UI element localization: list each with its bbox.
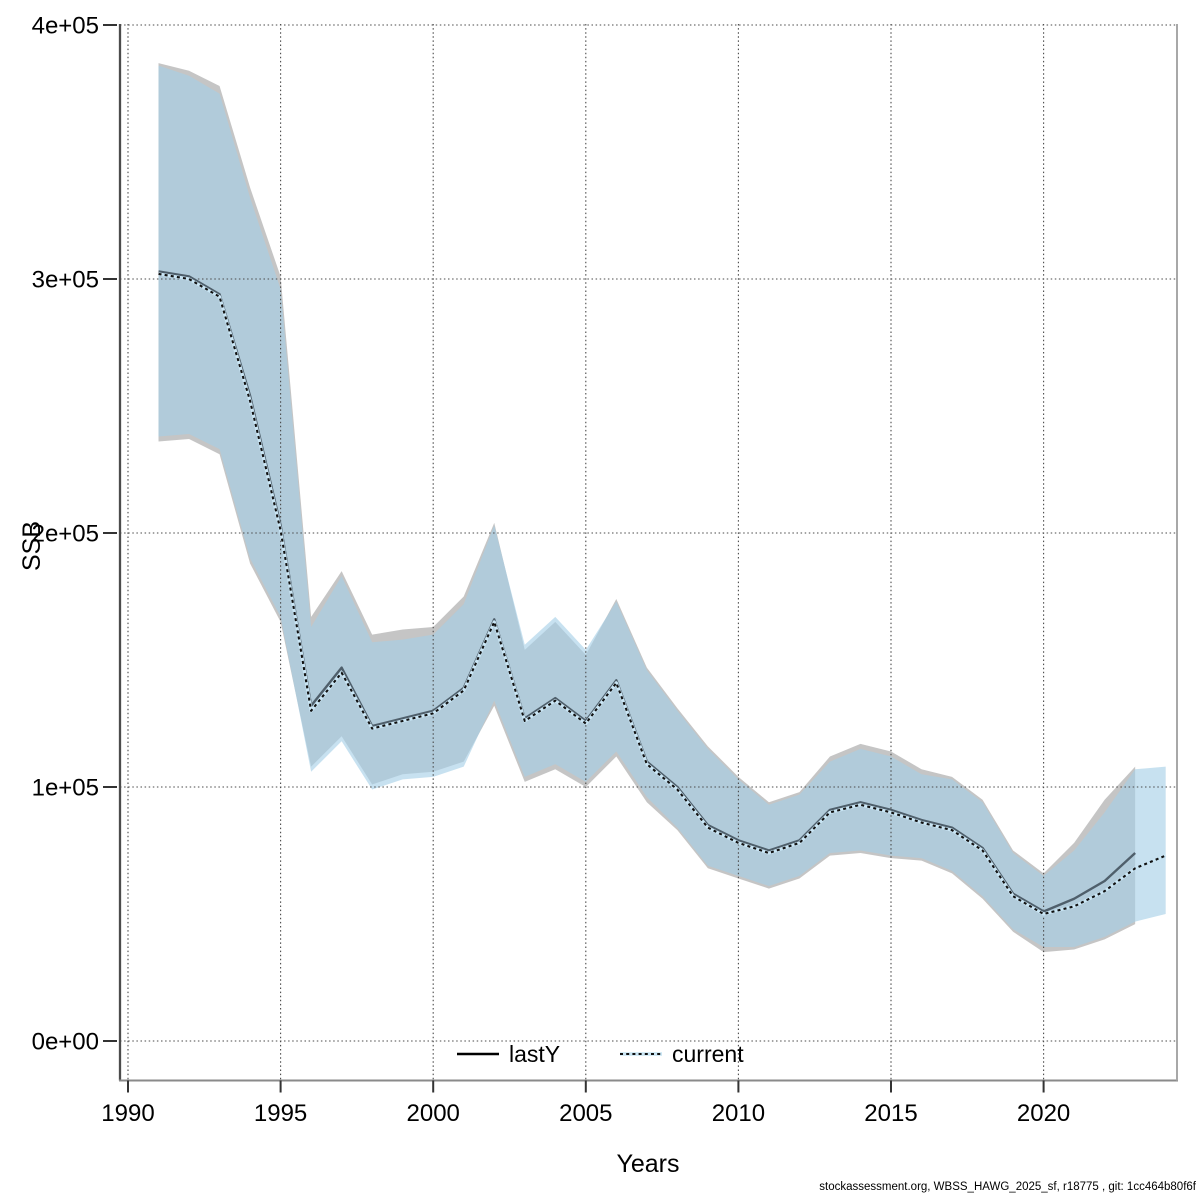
y-tick-label: 0e+00 [32, 1029, 99, 1056]
mean-line-current [158, 272, 1167, 916]
series-lines-layer [158, 270, 1167, 916]
footer-attribution: stockassessment.org, WBSS_HAWG_2025_sf, … [819, 1181, 1197, 1193]
y-tick-label: 2e+05 [32, 521, 99, 548]
legend-current-label: current [672, 1041, 744, 1067]
y-tick-label: 1e+05 [32, 775, 99, 802]
confidence-band-current [158, 65, 1166, 948]
x-tick-label: 2005 [559, 1100, 612, 1127]
y-axis-title: SSB [18, 521, 46, 571]
x-axis-title: Years [616, 1150, 679, 1178]
x-tick-label: 2000 [407, 1100, 460, 1127]
confidence-bands-layer [158, 63, 1166, 953]
axes-layer [103, 24, 1178, 1093]
y-tick-label: 4e+05 [32, 13, 99, 40]
mean-line-current-base [158, 272, 1167, 916]
x-tick-label: 2010 [712, 1100, 765, 1127]
x-tick-label: 2015 [864, 1100, 917, 1127]
tick-labels-layer: 0e+00 1e+05 2e+05 3e+05 4e+05 1990 1995 2000 200… [32, 13, 1071, 1128]
x-tick-label: 1990 [101, 1100, 154, 1127]
legend: lastY current [457, 1041, 744, 1067]
x-tick-label: 1995 [254, 1100, 307, 1127]
y-tick-label: 3e+05 [32, 267, 99, 294]
legend-lasty-label: lastY [509, 1041, 560, 1067]
x-tick-label: 2020 [1017, 1100, 1070, 1127]
